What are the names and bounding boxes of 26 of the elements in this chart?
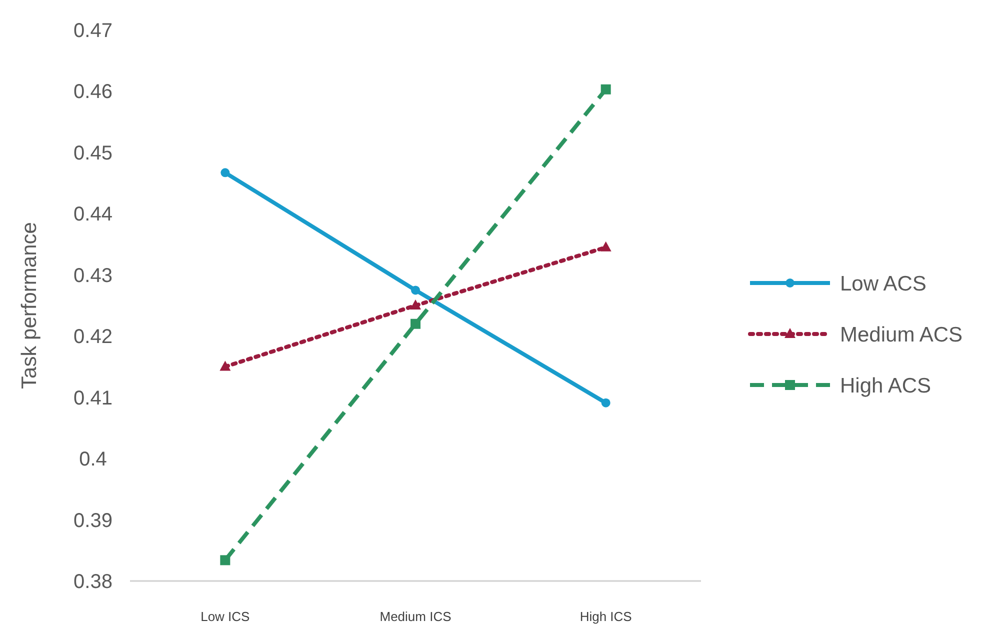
legend-label: High ACS	[840, 374, 932, 398]
point	[410, 300, 421, 310]
y-tick-label: 0.42	[74, 326, 112, 348]
y-tick-label: 0.41	[74, 387, 112, 410]
point	[601, 398, 610, 408]
y-tick-label: 0.47	[74, 20, 112, 42]
x-tick-label: Low ICS	[200, 609, 250, 624]
x-tick-label: Medium ICS	[380, 609, 452, 624]
y-tick-label: 0.4	[79, 448, 107, 471]
point	[411, 286, 420, 295]
point	[410, 318, 420, 329]
y-tick-label: 0.46	[74, 81, 112, 104]
point	[220, 555, 230, 566]
point	[220, 360, 231, 371]
point	[220, 168, 230, 178]
y-axis-title: Task performance	[18, 222, 41, 389]
legend-label: Low ACS	[840, 272, 926, 296]
y-tick-label: 0.39	[74, 510, 112, 532]
y-tick-label: 0.43	[74, 264, 112, 287]
legend-label: Medium ACS	[840, 323, 963, 346]
point	[600, 241, 612, 252]
y-tick-label: 0.38	[74, 571, 112, 593]
y-tick-label: 0.45	[74, 142, 112, 164]
y-tick-label: 0.44	[74, 204, 112, 226]
point	[600, 84, 611, 94]
x-tick-label: High ICS	[580, 609, 632, 624]
